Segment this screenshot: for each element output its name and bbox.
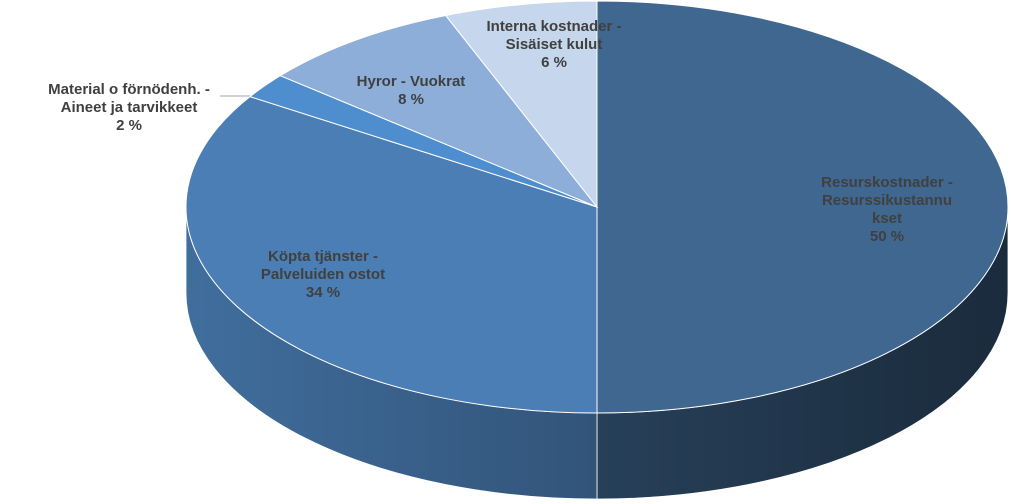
label-name: Interna kostnader - Sisäiset kulut [486,18,622,53]
data-label: Köpta tjänster - Palveluiden ostot 34 % [238,248,408,302]
data-label: Resurskostnader - Resurssikustannukset 50… [821,174,953,246]
data-label: Interna kostnader - Sisäiset kulut 6 % [459,18,649,72]
label-name: Köpta tjänster - Palveluiden ostot [260,248,386,283]
label-value: 6 % [541,54,567,71]
label-name: Material o förnödenh. - Aineet ja tarvik… [48,81,210,116]
label-value: 8 % [398,91,424,108]
label-name: Hyror - Vuokrat [356,73,466,90]
pie-slice [185,96,598,414]
data-label: Hyror - Vuokrat 8 % [336,73,486,109]
label-value: 50 % [869,228,905,245]
label-value: 2 % [116,117,142,134]
label-name: Resurskostnader - Resurssikustannukset [821,174,953,227]
pie-slice [596,0,1009,414]
pie-slice [444,0,598,209]
data-label: Material o förnödenh. - Aineet ja tarvik… [24,81,234,135]
label-value: 34 % [305,284,341,301]
pie-slice [279,14,599,209]
